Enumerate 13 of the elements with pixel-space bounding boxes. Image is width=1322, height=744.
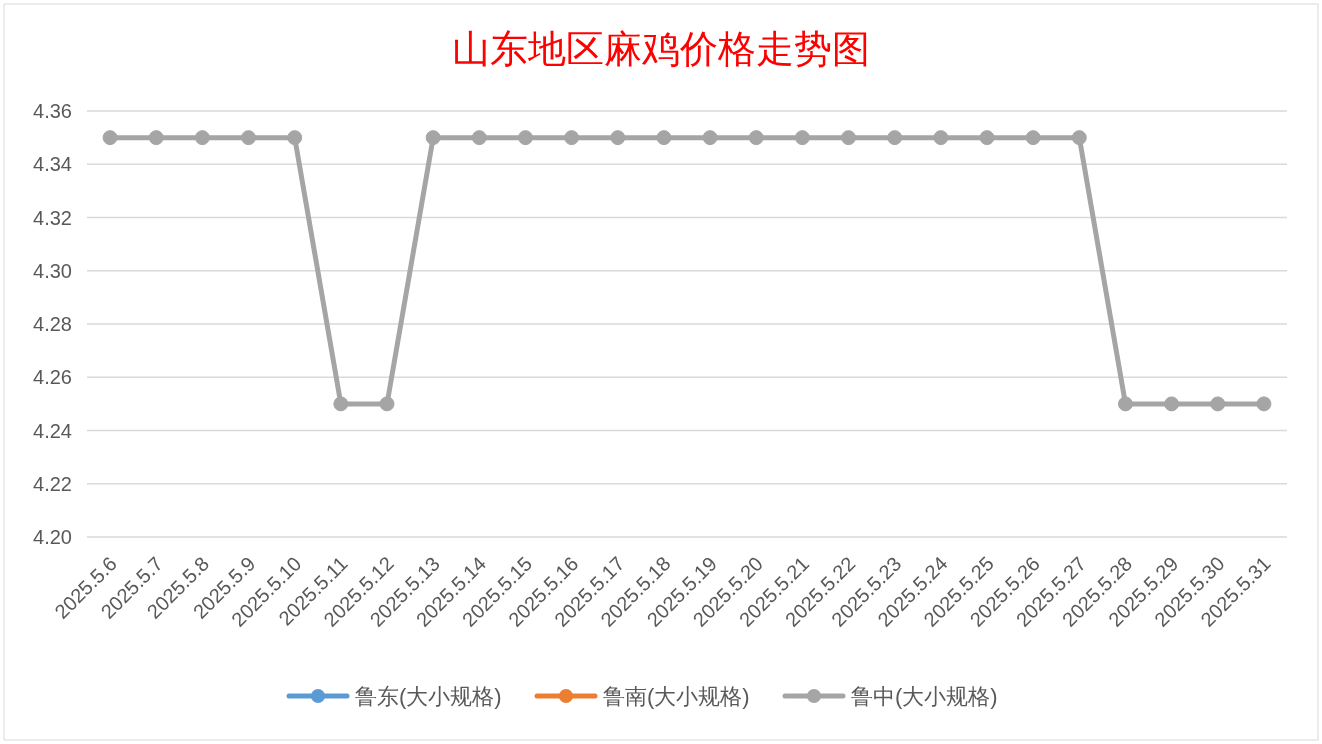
y-tick-label: 4.28 [33,313,72,335]
y-tick-label: 4.30 [33,259,72,282]
y-tick-label: 4.32 [33,206,72,229]
chart-title: 山东地区麻鸡价格走势图 [452,28,870,70]
legend-label: 鲁中(大小规格) [851,684,998,709]
y-tick-label: 4.26 [33,366,72,389]
y-tick-label: 4.24 [33,419,72,442]
legend-label: 鲁南(大小规格) [603,684,750,709]
y-tick-label: 4.20 [33,526,72,548]
y-tick-label: 4.22 [33,472,72,495]
y-tick-label: 4.34 [33,153,72,176]
y-tick-label: 4.36 [33,100,72,122]
legend-label: 鲁东(大小规格) [355,684,502,709]
